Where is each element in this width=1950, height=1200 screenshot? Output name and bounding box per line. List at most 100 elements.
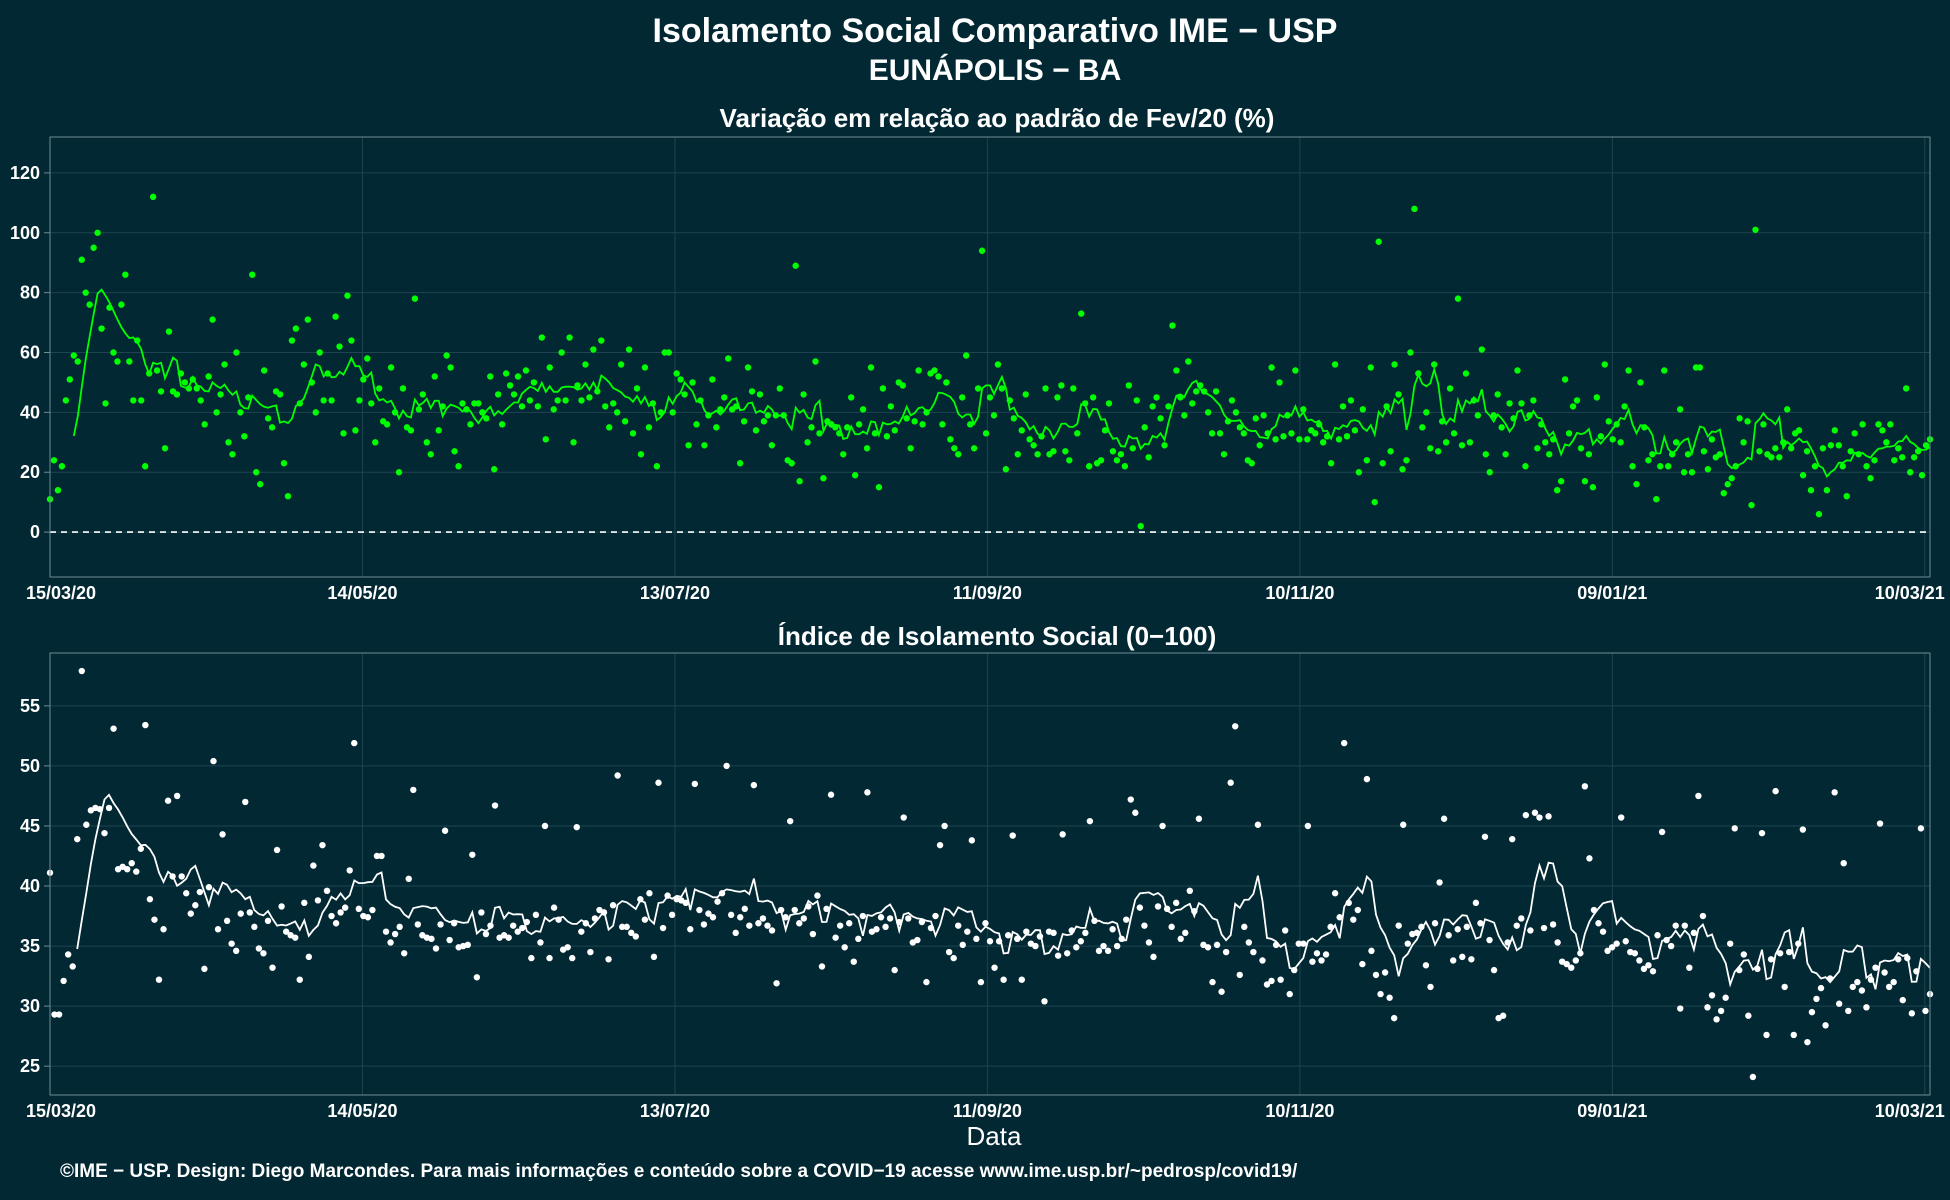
index-point: [164, 797, 172, 804]
index-point: [1050, 929, 1057, 937]
index-point: [314, 897, 322, 904]
index-x-tick-label: 10/03/21: [1875, 1101, 1945, 1121]
variation-point: [1232, 409, 1240, 416]
index-point: [1486, 936, 1493, 944]
index-point: [1649, 968, 1657, 975]
index-point: [1422, 962, 1430, 969]
index-point: [1073, 944, 1080, 951]
variation-point: [447, 364, 454, 371]
index-point: [741, 905, 748, 913]
variation-point: [149, 193, 157, 201]
variation-point: [796, 478, 803, 485]
index-point: [1767, 956, 1775, 963]
index-point: [564, 944, 571, 951]
index-point: [1722, 994, 1729, 1001]
index-point: [923, 978, 930, 986]
variation-point: [1022, 391, 1029, 398]
variation-point: [590, 346, 597, 353]
variation-point: [213, 409, 220, 416]
index-point: [410, 786, 417, 794]
index-y-tick-label: 55: [20, 696, 40, 716]
index-point: [1372, 971, 1380, 979]
variation-point: [586, 394, 593, 401]
variation-points: [46, 193, 1934, 530]
variation-point: [1803, 448, 1811, 455]
variation-point: [1347, 397, 1355, 404]
index-point: [1509, 835, 1516, 843]
variation-point: [1054, 394, 1061, 401]
index-point: [1876, 820, 1884, 827]
variation-point: [582, 361, 589, 368]
index-point: [332, 920, 340, 927]
index-point: [1763, 1031, 1770, 1039]
index-point: [519, 924, 526, 932]
index-point: [1004, 932, 1012, 939]
index-point: [1604, 947, 1611, 955]
variation-point: [899, 382, 906, 389]
index-point: [1468, 956, 1475, 963]
index-point: [1586, 855, 1593, 862]
variation-point: [257, 481, 264, 488]
index-point: [310, 862, 317, 869]
variation-point: [1248, 460, 1255, 467]
index-gridlines: [49, 653, 1930, 1095]
index-point: [832, 934, 839, 941]
variation-point: [1835, 442, 1842, 449]
variation-x-tick-label: 11/09/20: [953, 583, 1022, 603]
variation-point: [752, 427, 760, 434]
variation-point: [1300, 406, 1307, 413]
variation-point: [292, 325, 300, 332]
index-point: [1699, 912, 1707, 920]
variation-point: [1676, 406, 1684, 413]
variation-point: [1010, 415, 1017, 422]
variation-point: [1661, 367, 1668, 374]
index-point: [1449, 957, 1457, 964]
variation-point: [1070, 385, 1077, 392]
index-moving-average-line: [76, 793, 1931, 990]
variation-point: [863, 445, 871, 452]
index-point: [1041, 998, 1048, 1005]
variation-point: [518, 403, 526, 410]
variation-point: [375, 385, 383, 392]
index-point: [1513, 922, 1520, 929]
index-point: [505, 934, 512, 941]
variation-point: [792, 262, 799, 269]
variation-point: [1752, 226, 1759, 233]
variation-point: [1899, 454, 1906, 461]
index-point: [1195, 815, 1203, 822]
variation-point: [530, 379, 538, 386]
variation-point: [467, 421, 474, 428]
variation-point: [578, 397, 585, 404]
variation-point: [1189, 400, 1196, 407]
index-point: [1377, 990, 1384, 998]
variation-point: [435, 427, 442, 434]
index-point: [846, 920, 853, 927]
variation-point: [970, 445, 978, 452]
index-point: [1672, 922, 1679, 929]
variation-point: [677, 376, 684, 383]
index-point: [1232, 723, 1239, 730]
index-point: [1023, 928, 1030, 935]
index-point: [1686, 964, 1693, 971]
variation-point: [760, 418, 768, 425]
variation-point: [181, 379, 189, 386]
variation-point: [229, 451, 236, 458]
index-point: [432, 945, 440, 952]
index-point: [214, 926, 222, 933]
index-point: [1895, 956, 1902, 963]
variation-y-tick-label: 60: [20, 343, 40, 363]
index-point: [341, 904, 349, 911]
variation-point: [98, 325, 105, 332]
variation-point: [1220, 451, 1228, 458]
variation-point: [1034, 451, 1041, 458]
index-point: [986, 938, 994, 945]
variation-point: [844, 424, 851, 431]
index-point: [1845, 1007, 1852, 1015]
index-point: [1745, 1012, 1752, 1019]
index-point: [1704, 1004, 1711, 1011]
index-point: [959, 941, 966, 949]
variation-point: [153, 367, 161, 374]
index-point: [1336, 914, 1343, 921]
index-point: [1204, 944, 1212, 951]
index-point: [991, 964, 998, 971]
